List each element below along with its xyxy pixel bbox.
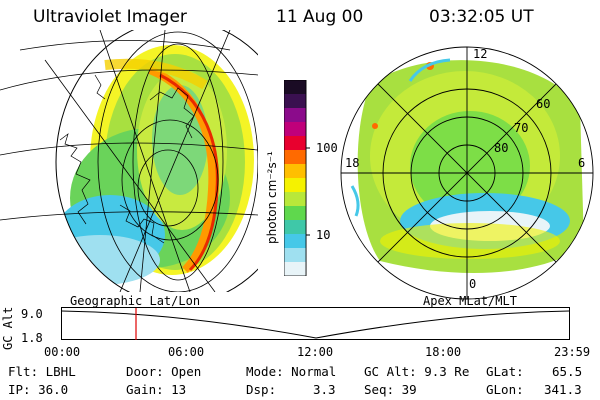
- colorbar-swatch: [284, 206, 306, 221]
- altitude-tick-low: 1.8: [21, 331, 43, 345]
- mlat-label-80: 80: [494, 141, 509, 155]
- time-tick-0600: 06:00: [168, 345, 205, 359]
- mlt-label-0: 0: [469, 277, 477, 291]
- mlat-label-70: 70: [514, 121, 529, 135]
- altitude-axis-label: GC Alt: [1, 306, 15, 350]
- colorbar: [284, 80, 310, 276]
- colorbar-swatch: [284, 234, 306, 249]
- time-tick-0000: 00:00: [44, 345, 81, 359]
- info-gcalt: GC Alt: 9.3 Re: [364, 364, 470, 379]
- info-glon-value: 341.3: [544, 382, 582, 397]
- colorbar-swatch: [284, 94, 306, 109]
- magnetic-polar-plot: [340, 46, 594, 300]
- info-glon-label: GLon:: [486, 382, 524, 397]
- colorbar-swatch: [284, 262, 306, 276]
- altitude-track-plot: [61, 307, 570, 340]
- colorbar-swatch: [284, 178, 306, 193]
- colorbar-swatch: [284, 150, 306, 165]
- colorbar-tick-10: 10: [316, 228, 331, 242]
- time-tick-1200: 12:00: [297, 345, 334, 359]
- colorbar-swatch: [284, 122, 306, 137]
- colorbar-swatch: [284, 80, 306, 95]
- info-seq: Seq: 39: [364, 382, 417, 397]
- colorbar-unit-label: photon cm⁻²s⁻¹: [265, 151, 279, 244]
- info-flt: Flt: LBHL: [8, 364, 76, 379]
- time-tick-2359: 23:59: [554, 345, 591, 359]
- colorbar-tick-100: 100: [316, 141, 338, 155]
- colorbar-swatch: [284, 164, 306, 179]
- info-glat-label: GLat:: [486, 364, 524, 379]
- instrument-title: Ultraviolet Imager: [33, 7, 187, 27]
- info-ip: IP: 36.0: [8, 382, 69, 397]
- observation-date: 11 Aug 00: [276, 7, 364, 27]
- colorbar-swatch: [284, 192, 306, 207]
- info-door: Door: Open: [126, 364, 202, 379]
- geographic-caption: Geographic Lat/Lon: [70, 294, 201, 308]
- info-glat-value: 65.5: [552, 364, 583, 379]
- altitude-tick-high: 9.0: [21, 307, 43, 321]
- time-tick-1800: 18:00: [425, 345, 462, 359]
- apex-caption: Apex MLat/MLT: [423, 294, 517, 308]
- colorbar-swatch: [284, 248, 306, 263]
- colorbar-swatch: [284, 220, 306, 235]
- mlt-label-18: 18: [345, 156, 360, 170]
- info-dsp-label: Dsp:: [246, 382, 277, 397]
- mlt-label-12: 12: [473, 47, 488, 61]
- mlat-label-60: 60: [536, 97, 551, 111]
- colorbar-swatch: [284, 108, 306, 123]
- geographic-image: [0, 30, 258, 292]
- colorbar-swatch: [284, 136, 306, 151]
- info-mode: Mode: Normal: [246, 364, 337, 379]
- info-dsp-value: 3.3: [313, 382, 336, 397]
- observation-time: 03:32:05 UT: [429, 7, 534, 27]
- info-gain: Gain: 13: [126, 382, 187, 397]
- mlt-label-6: 6: [578, 156, 586, 170]
